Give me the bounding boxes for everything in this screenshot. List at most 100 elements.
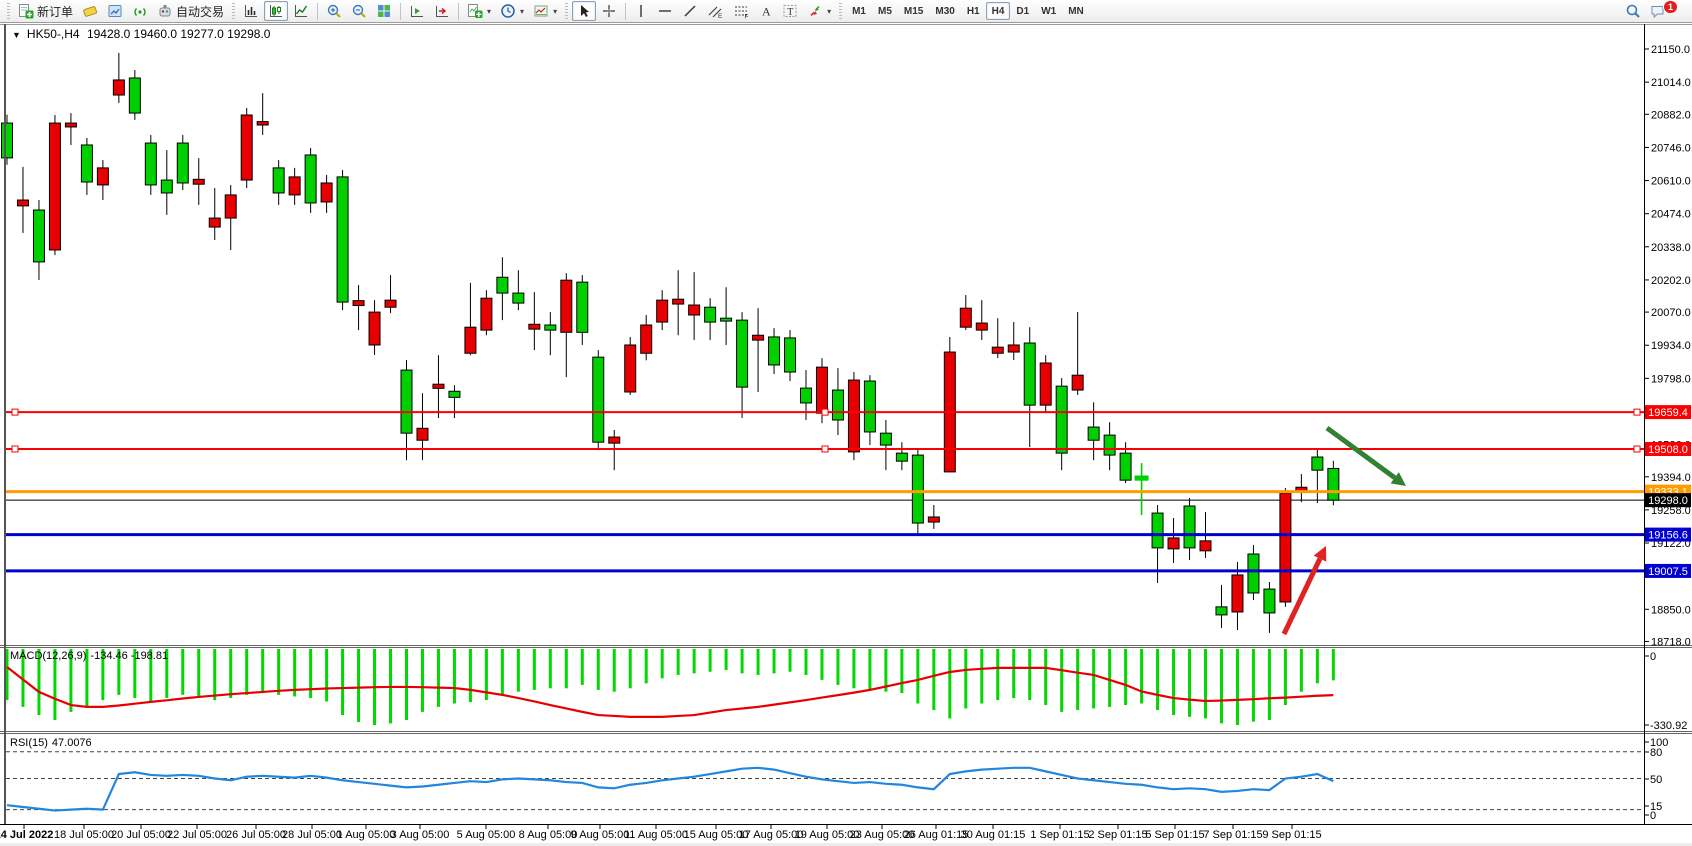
- timeframe-H4[interactable]: H4: [985, 2, 1011, 20]
- fibonacci-tool-icon[interactable]: F: [729, 1, 754, 21]
- axis-label: 28 Jul 05:00: [282, 829, 342, 841]
- cursor-tool-icon[interactable]: [572, 1, 597, 21]
- bar-chart-icon[interactable]: [239, 1, 263, 21]
- axis-label: 19258.0: [1651, 505, 1691, 517]
- candle-body: [48, 122, 61, 251]
- autotrading-button[interactable]: 自动交易: [153, 1, 228, 21]
- axis-label: 19298.0: [1648, 495, 1688, 507]
- axis-label: 23 Aug 05:00: [850, 829, 915, 841]
- candle-body: [1167, 537, 1180, 550]
- macd-signal-line: [6, 666, 1334, 718]
- timeframe-M5[interactable]: M5: [872, 2, 898, 20]
- toolbar: 新订单 自动交易 ▾ ▾ ▾ E F A T ▾ M1 M5 M15 M30 H1 H4 D…: [0, 0, 1692, 23]
- candle-body: [128, 77, 141, 114]
- templates-button[interactable]: ▾: [529, 1, 561, 21]
- candle-body: [1247, 553, 1260, 594]
- axis-label: 7 Sep 01:15: [1203, 829, 1262, 841]
- candle-body: [831, 389, 844, 421]
- candle-body: [320, 182, 333, 203]
- candle-body: [927, 516, 940, 523]
- candle-body: [336, 176, 349, 303]
- candle-body: [1311, 456, 1324, 471]
- axis-label: 20746.0: [1651, 142, 1691, 154]
- line-handle[interactable]: [1633, 408, 1641, 416]
- line-handle[interactable]: [821, 445, 829, 453]
- line-chart-icon[interactable]: [289, 1, 313, 21]
- text-label-tool-icon[interactable]: T: [778, 1, 802, 21]
- candle-body: [1071, 374, 1084, 391]
- candle-body: [847, 379, 860, 453]
- axis-label: 19508.0: [1648, 444, 1688, 456]
- channel-tool-icon[interactable]: E: [703, 1, 728, 21]
- trend-arrow-down-forecast[interactable]: [1325, 425, 1397, 480]
- candle-body: [208, 217, 221, 228]
- vertical-line-tool-icon[interactable]: [630, 1, 652, 21]
- chevron-down-icon: ▾: [520, 6, 525, 16]
- axis-label: 9 Aug 05:00: [571, 829, 630, 841]
- candle-body: [1263, 588, 1276, 614]
- axis-label: 9 Sep 01:15: [1262, 829, 1321, 841]
- candle-body: [400, 369, 413, 434]
- candle-body: [592, 356, 605, 443]
- periods-button[interactable]: ▾: [496, 1, 528, 21]
- candle-body: [800, 387, 812, 404]
- trendline-tool-icon[interactable]: [678, 1, 702, 21]
- indicators-button[interactable]: ▾: [463, 1, 495, 21]
- axis-label: 20610.0: [1651, 176, 1691, 188]
- candle-body: [512, 292, 525, 304]
- text-tool-icon[interactable]: A: [755, 1, 777, 21]
- candle-body: [624, 344, 637, 393]
- timeframe-M30[interactable]: M30: [929, 2, 960, 20]
- separator: [317, 2, 319, 20]
- timeframe-H1[interactable]: H1: [961, 2, 986, 20]
- axis-label: 15: [1650, 801, 1662, 813]
- line-handle[interactable]: [11, 445, 19, 453]
- new-order-button[interactable]: 新订单: [14, 1, 77, 21]
- line-handle[interactable]: [11, 408, 19, 416]
- notification-badge: 1: [1662, 0, 1678, 14]
- ticket-icon[interactable]: [78, 1, 102, 21]
- separator: [458, 2, 460, 20]
- trend-arrow-up-rally[interactable]: [1281, 557, 1323, 636]
- candle-body: [144, 142, 157, 186]
- auto-scroll-icon[interactable]: [405, 1, 429, 21]
- svg-text:A: A: [762, 5, 771, 19]
- chevron-down-icon: ▾: [553, 6, 558, 16]
- timeframe-M15[interactable]: M15: [898, 2, 929, 20]
- timeframe-group: M1 M5 M15 M30 H1 H4 D1 W1 MN: [846, 2, 1090, 20]
- candle-body: [975, 322, 988, 331]
- crosshair-tool-icon[interactable]: [597, 1, 621, 21]
- candle-body: [688, 304, 701, 316]
- price-line-label-bg: [1645, 442, 1691, 456]
- chart-canvas[interactable]: 21150.0 21014.0 20882.0 20746.0 20610.0 20474…: [0, 24, 1692, 846]
- tile-windows-icon[interactable]: [372, 1, 396, 21]
- timeframe-M1[interactable]: M1: [846, 2, 872, 20]
- notifications-icon[interactable]: 1: [1646, 0, 1688, 21]
- arrows-tool-icon[interactable]: ▾: [803, 1, 835, 21]
- candle-body: [1215, 606, 1228, 616]
- zoom-in-icon[interactable]: [322, 1, 346, 21]
- timeframe-D1[interactable]: D1: [1010, 2, 1035, 20]
- macd-indicator-label: MACD(12,26,9) -134.46 -198.81: [10, 650, 172, 662]
- line-handle[interactable]: [1633, 445, 1641, 453]
- signal-icon[interactable]: [128, 1, 152, 21]
- horizontal-line-tool-icon[interactable]: [653, 1, 677, 21]
- timeframe-MN[interactable]: MN: [1062, 2, 1090, 20]
- candle-body: [192, 178, 205, 185]
- rsi-indicator-label: RSI(15) 47.0076: [10, 737, 96, 749]
- timeframe-W1[interactable]: W1: [1035, 2, 1062, 20]
- axis-label: 100: [1650, 737, 1668, 749]
- candle-body: [704, 306, 717, 323]
- candle-body: [1119, 452, 1132, 481]
- market-window-icon[interactable]: [103, 1, 127, 21]
- line-handle[interactable]: [821, 408, 829, 416]
- symbol-collapse-icon[interactable]: ▼: [12, 30, 21, 40]
- candle-body: [1327, 467, 1340, 501]
- search-icon[interactable]: [1621, 1, 1645, 21]
- axis-label: 11 Aug 05:00: [624, 829, 688, 841]
- separator: [400, 2, 402, 20]
- chart-shift-icon[interactable]: [430, 1, 454, 21]
- candlestick-chart-icon[interactable]: [264, 1, 289, 21]
- chevron-down-icon: ▾: [487, 6, 492, 16]
- zoom-out-icon[interactable]: [347, 1, 371, 21]
